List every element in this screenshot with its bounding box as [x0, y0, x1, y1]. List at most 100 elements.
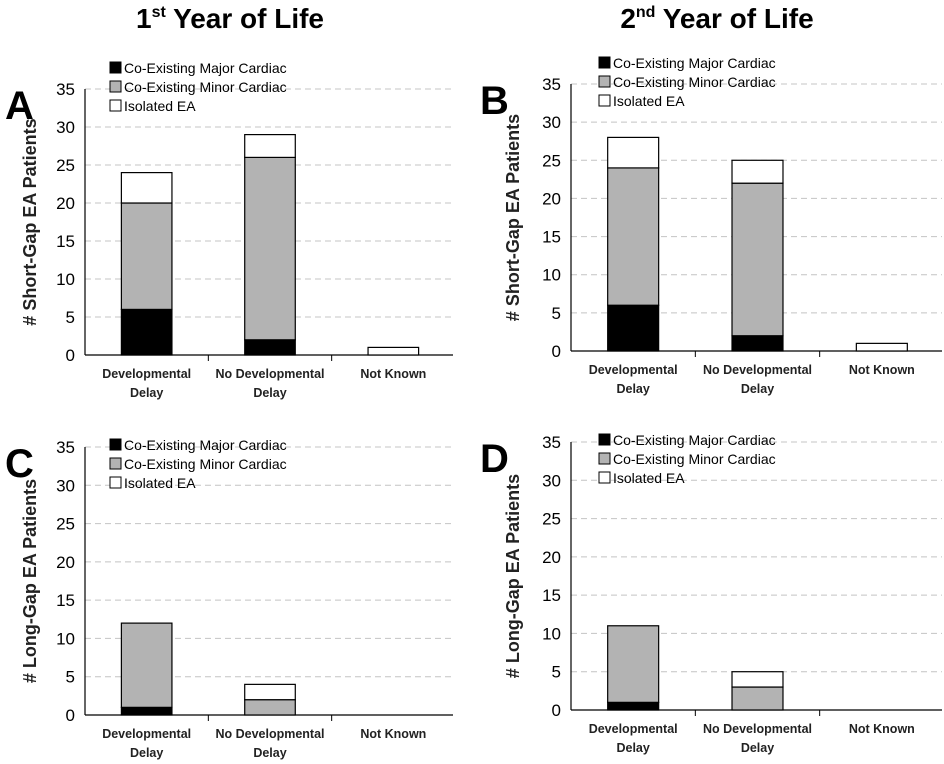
category-label: Developmental: [589, 363, 678, 377]
category-label: Not Known: [360, 367, 426, 381]
category-label: Developmental: [102, 367, 191, 381]
bar-minor: [607, 167, 660, 306]
legend-swatch-minor: [109, 457, 122, 470]
y-axis-label: # Short-Gap EA Patients: [503, 114, 523, 321]
legend-label: Co-Existing Minor Cardiac: [124, 456, 287, 472]
category-label: No Developmental: [703, 363, 812, 377]
category-label: Not Known: [849, 363, 915, 377]
bar-isolated: [244, 134, 296, 159]
category-label: Delay: [741, 741, 774, 755]
column-title-1: 1st Year of Life: [136, 3, 324, 34]
category-label: No Developmental: [703, 722, 812, 736]
y-tick-label: 0: [66, 346, 75, 365]
panel-letter: D: [480, 437, 509, 481]
y-tick-label: 10: [56, 270, 75, 289]
legend-swatch-isolated: [109, 476, 122, 489]
y-tick-label: 0: [552, 342, 561, 361]
legend-swatch-isolated: [598, 94, 611, 107]
legend-swatch-major: [598, 56, 611, 69]
y-tick-label: 35: [56, 80, 75, 99]
bar-minor: [120, 622, 173, 708]
legend-label: Co-Existing Major Cardiac: [613, 55, 776, 71]
y-tick-label: 10: [542, 266, 561, 285]
panel-a: 0 5 10 15 20 25 30 35 Developmental Delay No Devel…: [5, 60, 453, 400]
category-label: No Developmental: [215, 367, 324, 381]
category-label: Delay: [130, 386, 163, 400]
legend-label: Isolated EA: [613, 470, 685, 486]
y-tick-label: 0: [66, 706, 75, 725]
bar-isolated: [855, 342, 908, 352]
bar-isolated: [607, 136, 660, 169]
legend-swatch-major: [109, 61, 122, 74]
category-label: Delay: [616, 382, 649, 396]
y-tick-label: 35: [542, 75, 561, 94]
category-label: Delay: [616, 741, 649, 755]
y-tick-label: 15: [542, 586, 561, 605]
legend-label: Co-Existing Minor Cardiac: [124, 79, 287, 95]
category-label: No Developmental: [215, 727, 324, 741]
y-tick-label: 30: [56, 476, 75, 495]
bar-isolated: [731, 159, 784, 184]
bar-major: [607, 304, 660, 352]
y-tick-label: 25: [542, 151, 561, 170]
y-tick-label: 20: [56, 194, 75, 213]
panel-letter: A: [5, 84, 34, 128]
bar-minor: [244, 156, 296, 341]
bar-minor: [731, 686, 784, 711]
category-label: Delay: [253, 746, 286, 760]
y-tick-label: 5: [66, 668, 75, 687]
y-tick-label: 10: [542, 624, 561, 643]
y-tick-label: 25: [542, 510, 561, 529]
y-tick-label: 20: [542, 548, 561, 567]
y-tick-label: 15: [542, 228, 561, 247]
category-label: Developmental: [102, 727, 191, 741]
legend-label: Co-Existing Major Cardiac: [613, 432, 776, 448]
bar-minor: [244, 699, 296, 716]
bar-minor: [120, 202, 173, 311]
bar-minor: [731, 182, 784, 337]
panel-c: 0 5 10 15 20 25 30 35 Developmental Delay No Devel…: [5, 437, 453, 760]
bar-isolated: [731, 671, 784, 688]
y-tick-label: 0: [552, 701, 561, 720]
legend-label: Isolated EA: [124, 98, 196, 114]
legend-label: Isolated EA: [124, 475, 196, 491]
y-axis-label: # Long-Gap EA Patients: [20, 479, 40, 683]
legend-label: Isolated EA: [613, 93, 685, 109]
category-label: Delay: [130, 746, 163, 760]
y-tick-label: 5: [66, 308, 75, 327]
legend-swatch-minor: [109, 80, 122, 93]
panel-letter: B: [480, 79, 509, 123]
panel-d: 0 5 10 15 20 25 30 35 Developmental Delay No Devel…: [480, 432, 942, 755]
y-tick-label: 5: [552, 304, 561, 323]
category-label: Delay: [253, 386, 286, 400]
bar-minor: [607, 625, 660, 703]
column-title-2: 2nd Year of Life: [620, 3, 813, 34]
panel-b: 0 5 10 15 20 25 30 35 Developmental Delay No Devel…: [480, 55, 942, 396]
y-tick-label: 30: [542, 113, 561, 132]
y-axis-label: # Long-Gap EA Patients: [503, 474, 523, 678]
y-tick-label: 25: [56, 156, 75, 175]
y-tick-label: 15: [56, 232, 75, 251]
bar-major: [244, 339, 296, 356]
legend-label: Co-Existing Minor Cardiac: [613, 74, 776, 90]
y-tick-label: 15: [56, 591, 75, 610]
y-tick-label: 35: [542, 433, 561, 452]
panel-letter: C: [5, 442, 34, 486]
legend-swatch-minor: [598, 75, 611, 88]
legend-swatch-isolated: [109, 99, 122, 112]
bar-isolated: [244, 683, 296, 701]
y-tick-label: 30: [56, 118, 75, 137]
y-tick-label: 10: [56, 629, 75, 648]
category-label: Delay: [741, 382, 774, 396]
legend-label: Co-Existing Minor Cardiac: [613, 451, 776, 467]
legend-swatch-major: [598, 433, 611, 446]
legend-label: Co-Existing Major Cardiac: [124, 60, 287, 76]
bar-isolated: [367, 346, 420, 356]
bar-major: [120, 308, 173, 356]
category-label: Not Known: [360, 727, 426, 741]
y-tick-label: 5: [552, 663, 561, 682]
bar-major: [731, 335, 784, 352]
y-tick-label: 25: [56, 515, 75, 534]
category-label: Not Known: [849, 722, 915, 736]
